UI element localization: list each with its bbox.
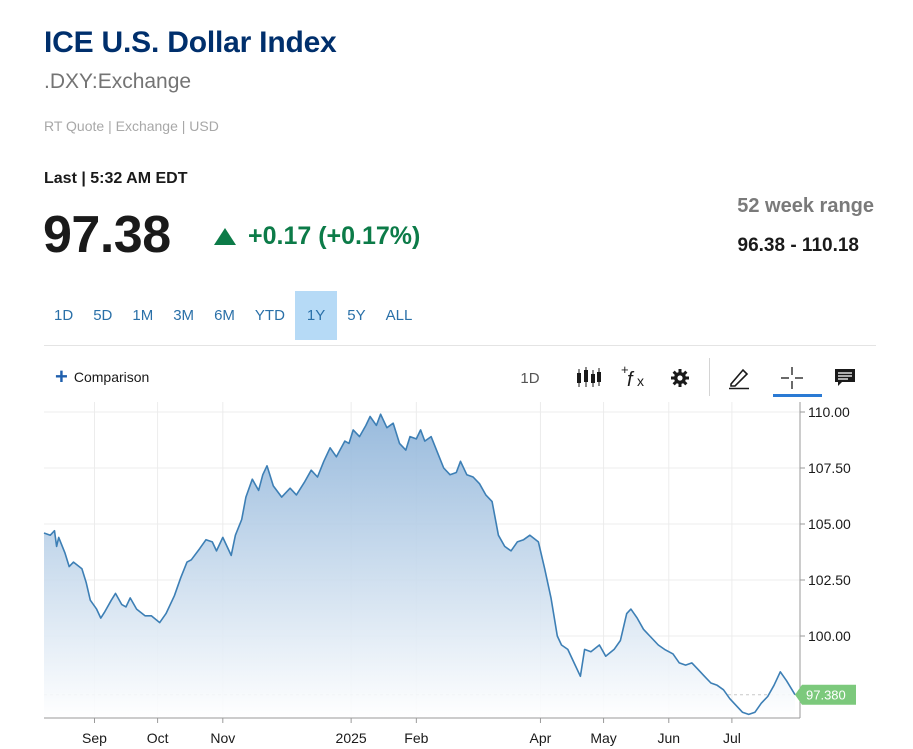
period-ytd[interactable]: YTD [254, 307, 285, 324]
plus-icon: + [55, 364, 68, 389]
news-icon [835, 369, 855, 386]
price-line [43, 413, 796, 716]
studies-button[interactable]: + f x [618, 360, 650, 396]
triangle-up-icon [214, 228, 236, 245]
comparison-button[interactable]: + Comparison [55, 364, 150, 389]
x-tick-label: Feb [404, 730, 428, 746]
range-value: 96.38 - 110.18 [737, 235, 860, 256]
divider [44, 345, 876, 346]
function-icon: + f x [621, 364, 644, 391]
price-change-value: +0.17 (+0.17%) [248, 222, 421, 250]
page-title: ICE U.S. Dollar Index [44, 26, 337, 59]
x-tick-label: 2025 [336, 730, 367, 746]
y-tick-label: 102.50 [808, 572, 851, 588]
last-value-tag [795, 684, 856, 705]
range-label: 52 week range [737, 195, 874, 217]
comparison-label: Comparison [73, 369, 150, 385]
draw-button[interactable] [724, 360, 754, 396]
period-1m[interactable]: 1M [132, 307, 154, 324]
pencil-icon [729, 368, 749, 390]
crosshair-button[interactable] [777, 360, 807, 396]
x-tick-label: Nov [210, 730, 235, 746]
last-updated: Last | 5:32 AM EDT [44, 170, 188, 187]
settings-button[interactable] [666, 360, 694, 396]
period-1d[interactable]: 1D [54, 307, 74, 324]
period-6m[interactable]: 6M [214, 307, 235, 324]
interval-button[interactable]: 1D [520, 369, 540, 387]
x-tick-label: Sep [82, 730, 107, 746]
x-tick-label: Oct [147, 730, 169, 746]
svg-text:x: x [637, 373, 644, 389]
period-1y[interactable]: 1Y [294, 291, 338, 340]
price-change: +0.17 (+0.17%) [214, 222, 420, 251]
crosshair-icon [781, 367, 803, 389]
x-tick-label: Jul [723, 730, 741, 746]
x-tick-label: Apr [530, 730, 552, 746]
quote-meta: RT Quote | Exchange | USD [44, 118, 219, 134]
symbol-label: .DXY:Exchange [44, 70, 192, 93]
crosshair-active-indicator [773, 394, 822, 397]
gear-icon [671, 369, 689, 387]
last-price: 97.38 [43, 206, 171, 264]
y-tick-label: 107.50 [808, 460, 851, 476]
svg-text:+: + [621, 364, 629, 377]
last-value-label: 97.380 [806, 688, 846, 703]
period-5y[interactable]: 5Y [347, 307, 366, 324]
y-tick-label: 105.00 [808, 516, 851, 532]
period-3m[interactable]: 3M [173, 307, 195, 324]
candlestick-icon [577, 367, 601, 387]
svg-text:f: f [627, 369, 635, 391]
x-tick-label: Jun [657, 730, 680, 746]
toolbar-separator [709, 358, 710, 396]
x-tick-label: May [590, 730, 616, 746]
period-5d[interactable]: 5D [93, 307, 113, 324]
events-button[interactable] [831, 360, 859, 396]
chart-type-button[interactable] [574, 360, 604, 396]
period-selector: 1D 5D 1M 3M 6M YTD 1Y 5Y ALL [44, 291, 422, 340]
price-area [44, 414, 795, 718]
y-tick-label: 110.00 [808, 404, 850, 420]
y-tick-label: 100.00 [808, 628, 851, 644]
period-all[interactable]: ALL [385, 307, 413, 324]
